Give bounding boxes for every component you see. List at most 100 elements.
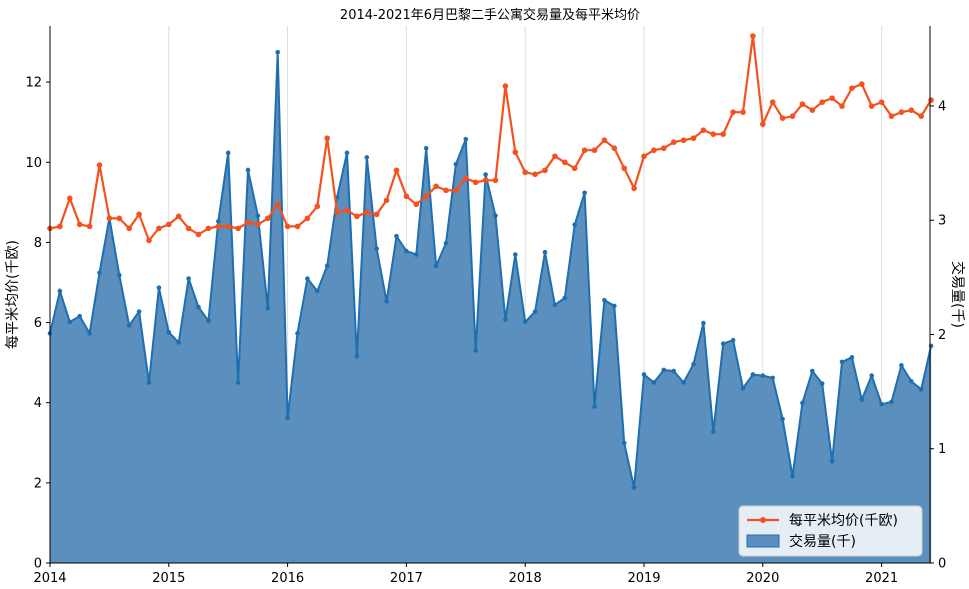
price-point: [453, 187, 459, 194]
volume-point: [839, 359, 845, 365]
price-point: [265, 215, 271, 222]
volume-point: [592, 404, 597, 409]
volume-point: [671, 368, 676, 374]
volume-point: [661, 367, 667, 373]
volume-point: [730, 337, 736, 343]
price-point: [819, 99, 825, 105]
volume-point: [97, 270, 102, 276]
price-point: [769, 99, 776, 105]
volume-point: [532, 309, 538, 314]
price-point: [918, 113, 924, 119]
price-point: [403, 193, 410, 200]
volume-point: [354, 353, 360, 359]
y-tick-right-label: 3: [938, 214, 946, 229]
volume-point: [463, 136, 469, 142]
volume-point: [136, 309, 142, 314]
volume-point: [582, 190, 587, 196]
price-point: [136, 211, 142, 218]
x-tick-label: 2018: [509, 571, 542, 586]
volume-point: [216, 219, 221, 224]
volume-point: [602, 297, 607, 303]
x-tick-label: 2021: [865, 571, 898, 586]
volume-point: [265, 305, 271, 311]
price-point: [631, 185, 637, 192]
axes: [49, 26, 931, 564]
y-axis-right-label: 交易量(千): [949, 261, 966, 328]
price-point: [373, 211, 380, 218]
volume-point: [186, 276, 191, 281]
price-points: [47, 33, 934, 244]
price-point: [255, 221, 261, 228]
volume-point: [720, 341, 726, 346]
y-tick-left-label: 0: [34, 557, 42, 572]
volume-point: [928, 343, 934, 349]
price-point: [334, 209, 340, 216]
price-point: [443, 187, 449, 194]
price-point: [116, 215, 123, 222]
x-tick-label: 2015: [152, 571, 185, 586]
price-point: [730, 109, 736, 115]
volume-point: [849, 355, 855, 360]
volume-point: [146, 380, 152, 385]
volume-point: [285, 415, 290, 421]
volume-point: [899, 363, 904, 368]
volume-point: [800, 400, 805, 406]
price-point: [76, 221, 83, 228]
price-point: [235, 225, 241, 232]
volume-point: [305, 276, 310, 281]
price-point: [57, 223, 63, 230]
legend: 每平米均价(千欧) 交易量(千): [738, 505, 923, 557]
volume-point: [780, 416, 785, 422]
price-point: [492, 177, 499, 184]
volume-point: [404, 248, 409, 254]
price-point: [552, 153, 558, 160]
volume-point: [295, 331, 300, 336]
volume-point: [770, 375, 775, 381]
volume-point: [453, 161, 459, 167]
y-tick-left-label: 2: [34, 476, 42, 491]
volume-point: [245, 167, 251, 173]
y-tick-left-label: 12: [25, 76, 42, 91]
y-tick-right-label: 0: [938, 557, 946, 572]
volume-point: [443, 240, 449, 246]
volume-point: [196, 304, 201, 310]
price-point: [512, 149, 519, 156]
price-point: [670, 139, 677, 146]
volume-point: [879, 401, 884, 407]
x-tick-label: 2014: [33, 571, 66, 586]
price-point: [621, 165, 627, 172]
legend-price-marker: [760, 517, 766, 523]
volume-point: [315, 288, 320, 294]
volume-point: [552, 302, 558, 308]
price-point: [562, 159, 568, 166]
price-point: [809, 107, 816, 113]
price-point: [720, 131, 726, 138]
volume-point: [918, 387, 924, 392]
volume-point: [126, 323, 132, 328]
volume-point: [859, 397, 865, 402]
price-point: [859, 81, 865, 87]
price-point: [215, 223, 222, 230]
x-tick-label: 2016: [271, 571, 304, 586]
price-point: [888, 113, 895, 119]
volume-point: [423, 145, 429, 151]
price-point: [581, 147, 588, 154]
price-point: [740, 109, 746, 115]
price-point: [67, 195, 73, 202]
volume-point: [889, 399, 894, 405]
price-point: [651, 147, 657, 154]
legend-volume-label: 交易量(千): [789, 533, 856, 550]
price-point: [680, 137, 687, 144]
price-point: [760, 121, 766, 127]
price-point: [502, 83, 509, 89]
volume-point: [483, 172, 488, 177]
price-point: [482, 177, 489, 184]
y-axis-left-label: 每平米均价(千欧): [5, 240, 21, 349]
price-point: [225, 223, 231, 230]
price-point: [571, 165, 578, 172]
legend-price-label: 每平米均价(千欧): [789, 513, 898, 529]
price-point: [205, 225, 212, 232]
volume-point: [394, 233, 399, 239]
price-point: [324, 135, 331, 142]
